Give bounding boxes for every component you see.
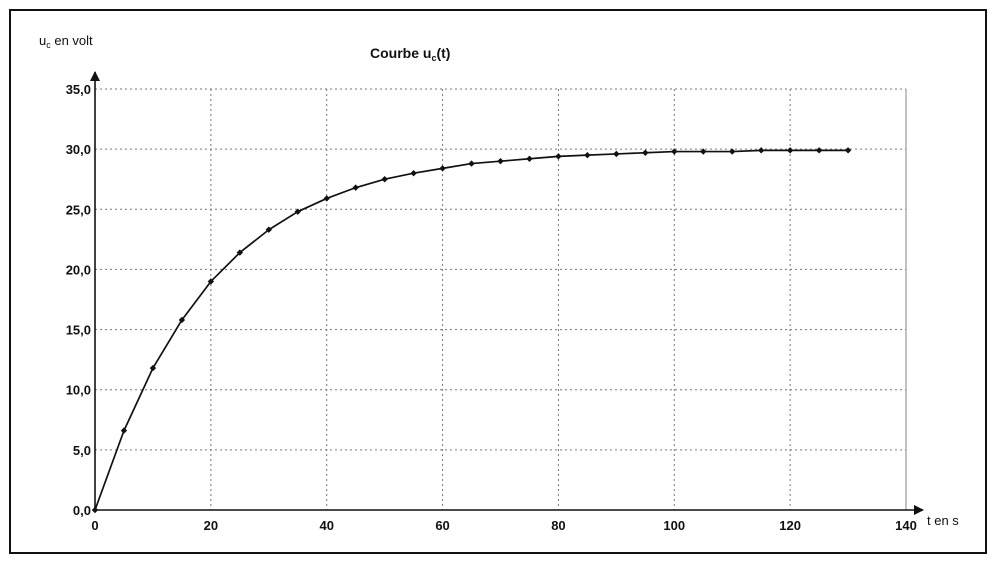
x-tick-label: 40 <box>319 518 333 533</box>
data-point <box>323 195 330 202</box>
data-point <box>207 278 215 285</box>
y-tick-label: 15,0 <box>66 323 91 338</box>
data-point <box>91 506 99 514</box>
series-line <box>94 149 849 511</box>
data-point <box>584 151 591 159</box>
data-point <box>555 153 562 160</box>
data-point <box>468 160 475 167</box>
data-point <box>526 155 533 162</box>
data-point <box>149 364 157 372</box>
data-point <box>729 148 736 155</box>
data-point <box>815 147 823 154</box>
y-tick-label: 5,0 <box>73 443 91 458</box>
data-point <box>381 176 388 183</box>
grid-lines <box>95 88 907 510</box>
x-tick-label: 80 <box>551 518 565 533</box>
data-point <box>265 226 272 233</box>
axes <box>90 71 924 515</box>
chart-title: Courbe uc(t) <box>370 45 450 63</box>
data-point <box>120 427 128 434</box>
y-axis-title: uc en volt <box>39 33 93 50</box>
x-tick-label: 120 <box>779 518 801 533</box>
y-tick-label: 0,0 <box>73 503 91 518</box>
x-tick-label: 140 <box>895 518 917 533</box>
data-point <box>613 150 620 158</box>
y-tick-label: 20,0 <box>66 262 91 277</box>
y-tick-label: 30,0 <box>66 142 91 157</box>
data-point <box>757 147 765 154</box>
data-point <box>294 208 301 215</box>
x-tick-label: 100 <box>663 518 685 533</box>
data-point <box>178 316 186 324</box>
data-point <box>497 157 504 165</box>
data-point <box>236 249 244 256</box>
data-point <box>700 148 707 155</box>
data-point <box>642 149 649 156</box>
y-tick-label: 35,0 <box>66 82 91 97</box>
series-group <box>91 147 852 514</box>
x-tick-label: 0 <box>91 518 98 533</box>
x-tick-label: 60 <box>435 518 449 533</box>
x-axis-title: t en s <box>927 513 959 528</box>
tick-labels: 0,0 5,0 10,0 15,0 20,0 25,0 30,0 35,0 0 20 40 60 80 1… <box>66 82 917 533</box>
data-point <box>352 184 359 191</box>
y-tick-label: 10,0 <box>66 383 91 398</box>
y-tick-label: 25,0 <box>66 202 91 217</box>
chart-frame <box>9 9 987 554</box>
x-tick-label: 20 <box>204 518 218 533</box>
data-point <box>844 147 852 154</box>
data-point <box>786 147 794 154</box>
data-point <box>410 170 417 177</box>
data-point <box>671 148 678 155</box>
data-point <box>439 165 446 172</box>
